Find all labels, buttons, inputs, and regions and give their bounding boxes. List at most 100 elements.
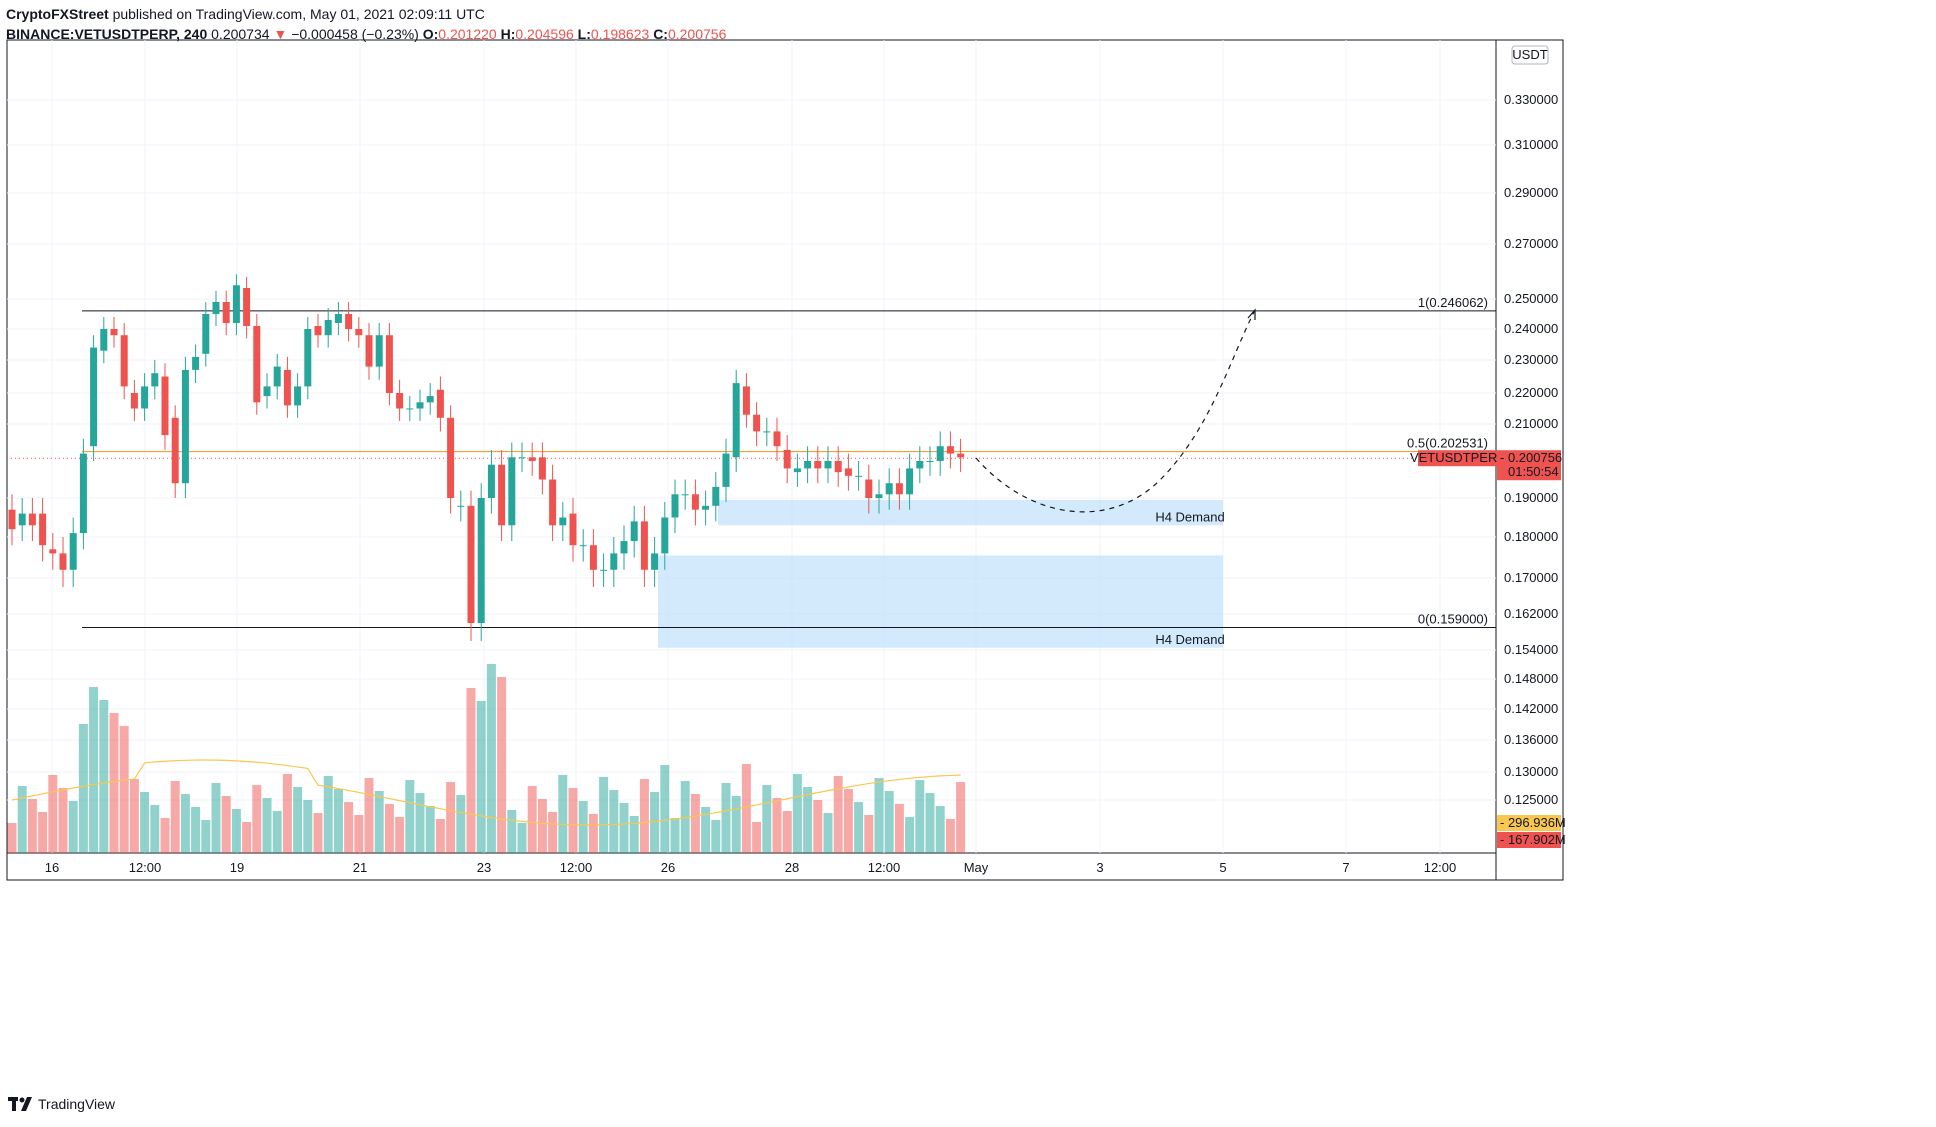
volume-bar: [282, 774, 292, 853]
x-tick-label: 7: [1342, 860, 1349, 875]
candle-body: [120, 335, 128, 387]
candle-body: [528, 457, 536, 461]
volume-bar: [476, 701, 486, 853]
chart-canvas[interactable]: 0.330000 0.310000 0.290000 0.270000 0.250000…: [0, 0, 1936, 1090]
candle-body: [814, 461, 822, 469]
volume-bar: [344, 802, 354, 853]
candle-body: [620, 541, 628, 554]
volume-tag: [1497, 832, 1561, 848]
volume-bar: [119, 726, 129, 853]
x-tick-label: 19: [230, 860, 244, 875]
candle-body: [243, 288, 251, 326]
volume-bar: [221, 796, 231, 853]
candle-body: [895, 483, 903, 495]
demand-zone-label: H4 Demand: [1155, 509, 1224, 524]
candle-body: [90, 347, 98, 447]
x-tick-label: 12:00: [560, 860, 593, 875]
tradingview-logo-icon[interactable]: [8, 1095, 34, 1113]
candle-body: [151, 373, 159, 387]
volume-bar: [211, 783, 221, 853]
volume-bar: [364, 778, 374, 853]
candle-body: [651, 553, 659, 570]
candle-body: [661, 517, 669, 554]
volume-bar: [191, 807, 201, 853]
candle-body: [569, 513, 577, 546]
volume-bar: [731, 796, 741, 853]
currency-label: USDT: [1512, 47, 1547, 62]
symbol-label[interactable]: BINANCE:VETUSDTPERP, 240: [6, 26, 208, 42]
volume-bar: [58, 788, 68, 853]
volume-bar: [78, 724, 88, 853]
candle-body: [365, 335, 373, 367]
candle-body: [334, 314, 342, 323]
volume-bar: [160, 818, 170, 853]
candle-body: [579, 545, 587, 547]
candle-body: [906, 468, 914, 495]
demand-zone: [658, 555, 1223, 648]
volume-bar: [446, 782, 456, 853]
candle-body: [477, 498, 485, 623]
x-tick-label: 12:00: [868, 860, 901, 875]
author-name[interactable]: CryptoFXStreet: [6, 6, 109, 22]
footer: TradingView: [8, 1095, 115, 1113]
volume-bar: [180, 794, 190, 853]
candle-body: [518, 457, 526, 459]
volume-bar: [792, 774, 802, 853]
y-tick-label: 0.250000: [1504, 291, 1558, 306]
candle-body: [824, 461, 832, 469]
volume-bar: [599, 777, 609, 853]
chart-frame: [6, 39, 1564, 881]
header-ohlc-line: BINANCE:VETUSDTPERP, 240 0.200734 ▼ −0.0…: [6, 24, 726, 44]
candle-body: [212, 302, 220, 314]
low-value: 0.198623: [590, 26, 650, 42]
candle-body: [100, 329, 108, 351]
volume-bar: [884, 791, 894, 853]
candle-body: [946, 446, 954, 454]
low-label: L:: [577, 26, 591, 42]
candle-body: [396, 393, 404, 409]
candle-body: [8, 509, 16, 530]
candle-body: [885, 483, 893, 495]
volume-bar: [38, 812, 48, 853]
last-price: 0.200734: [211, 26, 270, 42]
symbol-tag-label: VETUSDTPERP: [1410, 450, 1506, 465]
volume-bar: [68, 801, 78, 853]
publish-info: published on TradingView.com, May 01, 20…: [112, 6, 485, 22]
volume-bar: [17, 786, 27, 853]
volume-bar: [405, 780, 415, 853]
y-tick-label: 0.154000: [1504, 642, 1558, 657]
candle-body: [273, 366, 281, 387]
x-tick-label: 23: [477, 860, 491, 875]
volume-bar: [660, 765, 670, 853]
candle-body: [712, 486, 720, 506]
high-value: 0.204596: [515, 26, 574, 42]
close-label: C:: [653, 26, 668, 42]
volume-bar: [629, 816, 639, 853]
y-tick-label: 0.180000: [1504, 529, 1558, 544]
candle-body: [141, 386, 149, 409]
y-tick-label: 0.310000: [1504, 137, 1558, 152]
volume-bar: [935, 806, 945, 853]
candle-body: [926, 461, 934, 462]
candle-body: [222, 302, 230, 323]
volume-bar: [109, 713, 119, 853]
price-change: −0.000458 (−0.23%): [291, 26, 419, 42]
volume-bar: [435, 819, 445, 853]
volume-tag-value: - 296.936M: [1500, 815, 1566, 830]
price-tag: [1497, 450, 1561, 481]
candle-body: [447, 417, 455, 498]
candle-body: [345, 314, 353, 329]
volume-bar: [395, 817, 405, 853]
candle-body: [436, 389, 444, 418]
candle-body: [722, 453, 730, 487]
x-tick-label: May: [964, 860, 989, 875]
volume-bar: [231, 809, 241, 853]
volume-bar: [843, 789, 853, 853]
candle-body: [28, 513, 36, 526]
y-tick-label: 0.130000: [1504, 764, 1558, 779]
volume-bar: [701, 807, 711, 853]
candle-body: [487, 464, 495, 498]
candle-body: [671, 494, 679, 518]
candle-body: [498, 464, 506, 526]
candle-body: [49, 549, 57, 554]
